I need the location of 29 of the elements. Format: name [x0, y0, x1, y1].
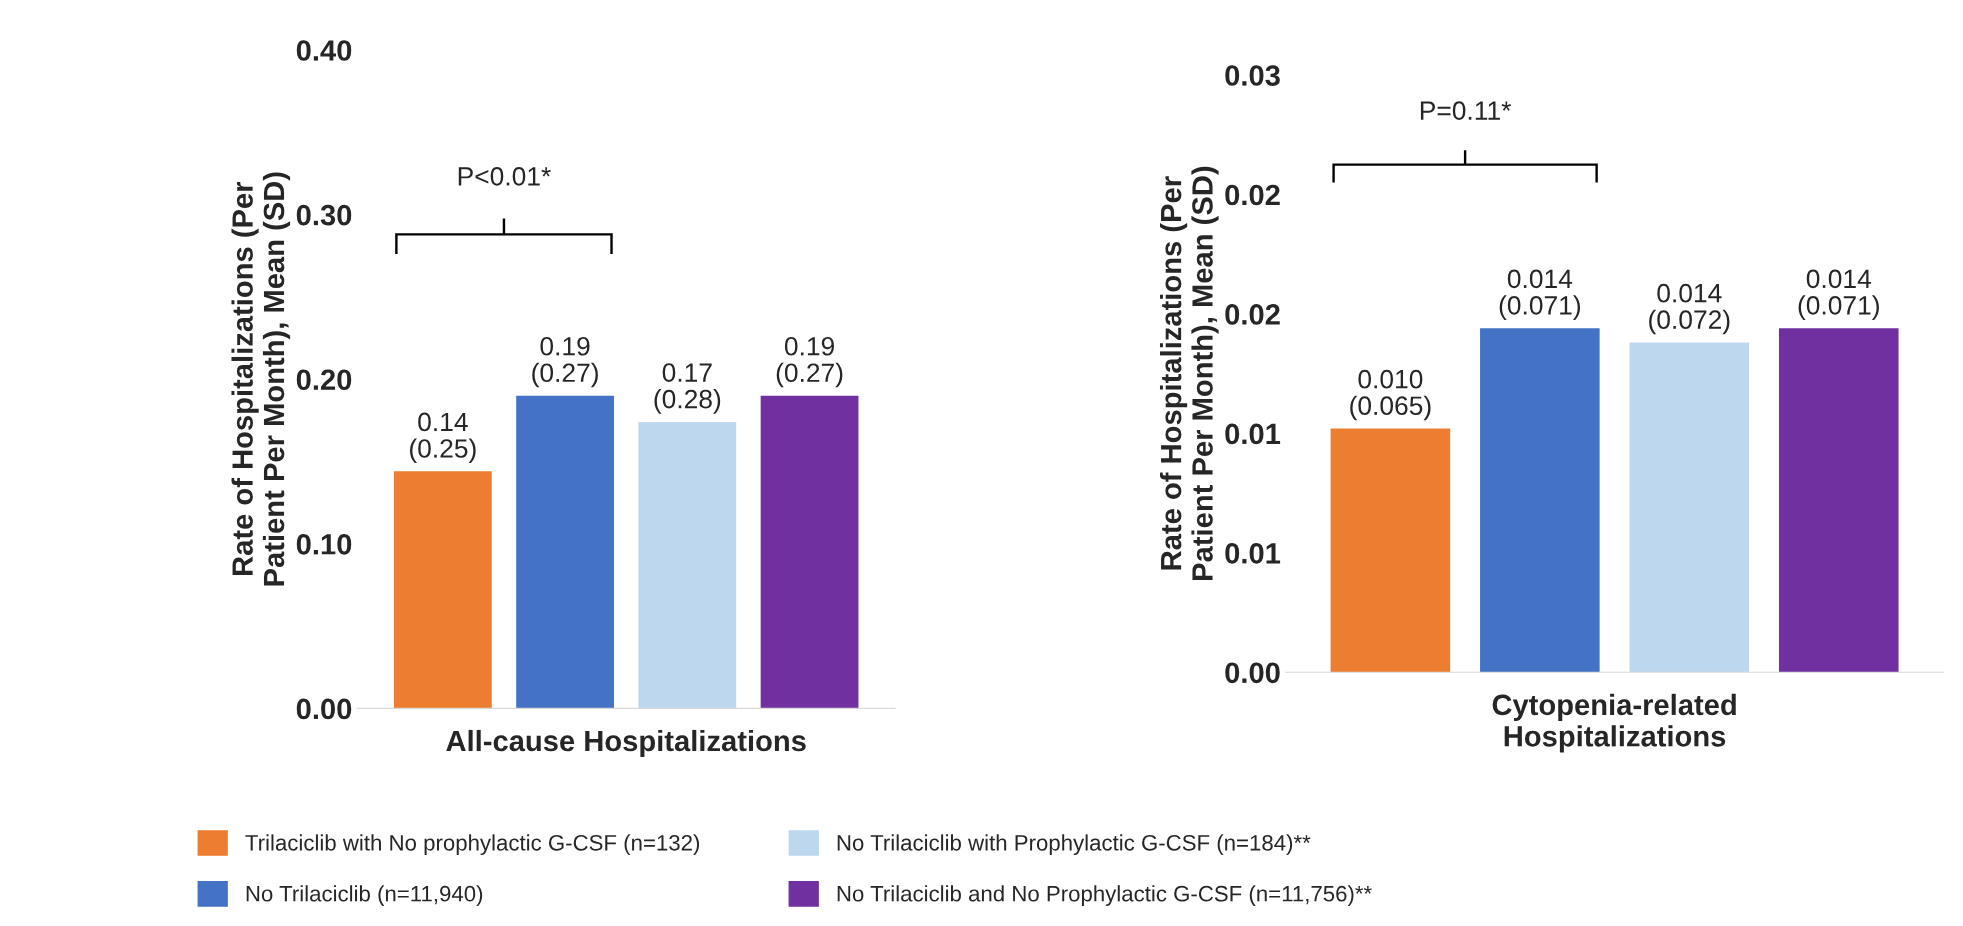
- y-tick-label: 0.01: [1225, 423, 1281, 445]
- y-tick-label: 0.02: [1225, 184, 1280, 206]
- y-tick-label: 0.00: [296, 698, 352, 720]
- legend-label: No Trilaciclib (n=11,940): [246, 885, 483, 906]
- y-tick-label: 0.00: [1225, 662, 1280, 684]
- x-axis-title: Cytopenia-related Hospitalizations: [1492, 693, 1736, 753]
- y-tick-label: 0.02: [1225, 304, 1280, 325]
- y-tick-label: 0.20: [296, 369, 352, 391]
- data-label: 0.14 (0.25): [410, 412, 476, 464]
- annotation: P<0.01*: [458, 167, 551, 186]
- x-axis-title: All-cause Hospitalizations: [446, 729, 806, 758]
- data-label: 0.014 (0.071): [1499, 269, 1581, 320]
- data-label: 0.014 (0.071): [1798, 269, 1879, 320]
- data-label: 0.19 (0.27): [776, 336, 843, 388]
- legend-label: No Trilaciclib and No Prophylactic G-CSF (n=11,756)**: [837, 885, 1372, 906]
- data-label: 0.19 (0.27): [532, 336, 598, 388]
- data-label: 0.17 (0.28): [654, 363, 721, 414]
- legend-label: No Trilaciclib with Prophylactic G-CSF (n=184)**: [837, 834, 1311, 856]
- y-axis-title: Rate of Hospitalizations (Per Patient Per Month), Mean (SD): [1159, 166, 1219, 580]
- legend-label: Trilaciclib with No prophylactic G-CSF (n=132): [245, 834, 700, 856]
- y-tick-label: 0.30: [296, 204, 352, 226]
- data-label: 0.014 (0.072): [1649, 283, 1730, 335]
- y-tick-label: 0.40: [296, 40, 352, 61]
- y-axis-title: Rate of Hospitalizations (Per Patient Per Month), Mean (SD): [231, 172, 291, 586]
- data-label: 0.010 (0.065): [1350, 369, 1431, 421]
- y-tick-label: 0.03: [1225, 65, 1280, 86]
- annotation: P=0.11*: [1420, 101, 1512, 120]
- y-tick-label: 0.10: [296, 534, 352, 555]
- y-tick-label: 0.01: [1225, 543, 1281, 564]
